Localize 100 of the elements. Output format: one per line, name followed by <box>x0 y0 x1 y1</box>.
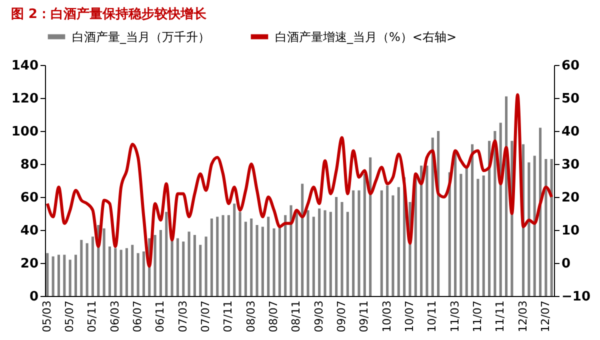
x-tick-label: 05/11 <box>86 300 99 332</box>
line-series <box>46 93 554 268</box>
bar <box>340 202 344 296</box>
bar <box>46 253 49 296</box>
x-tick-label: 09/11 <box>358 300 371 332</box>
x-tick-label: 09/03 <box>312 300 326 332</box>
bar <box>437 131 440 296</box>
bar <box>120 250 122 296</box>
bar <box>499 122 502 296</box>
bar <box>86 243 88 296</box>
y-tick-label: 60 <box>20 190 38 206</box>
bar <box>154 234 156 296</box>
bar <box>233 204 236 296</box>
bar <box>176 238 179 296</box>
x-tick-label: 10/03 <box>380 300 394 332</box>
bar <box>74 254 78 296</box>
bar <box>199 244 202 296</box>
bar <box>488 140 491 296</box>
bar <box>63 254 66 296</box>
y-tick-label: 100 <box>11 124 38 140</box>
bar <box>250 218 253 296</box>
bar <box>52 256 54 296</box>
x-tick-label: 11/03 <box>448 300 462 332</box>
bar <box>136 253 140 296</box>
bar <box>170 240 174 296</box>
y-tick-label: 80 <box>20 158 38 172</box>
bar <box>278 226 281 296</box>
x-tick-label: 05/07 <box>63 300 76 332</box>
bar <box>256 225 258 296</box>
bar <box>272 228 276 296</box>
bar <box>414 177 417 296</box>
bar <box>57 254 60 296</box>
bar <box>386 185 389 296</box>
y-tick-label: 140 <box>11 58 38 74</box>
x-tick-label: 07/11 <box>222 300 235 332</box>
bar <box>544 159 548 296</box>
bar <box>533 156 536 296</box>
x-tick-label: 07/07 <box>199 300 212 332</box>
bar <box>476 178 480 296</box>
x-tick-label: 12/07 <box>538 300 552 332</box>
legend-label: 白酒产量_当月（万千升） <box>72 30 210 44</box>
bar <box>267 216 270 296</box>
x-tick-label: 08/03 <box>244 300 258 332</box>
y2-tick-label: 20 <box>562 190 580 206</box>
bar <box>210 218 213 296</box>
bar <box>227 215 230 296</box>
x-tick-label: 06/03 <box>108 300 122 332</box>
x-tick-label: 08/07 <box>267 300 280 332</box>
x-tick-label: 12/03 <box>516 300 530 332</box>
y2-tick-label: 60 <box>562 58 580 74</box>
bar <box>80 240 83 296</box>
y2-tick-label: 40 <box>562 124 580 140</box>
x-tick-label: 08/11 <box>290 300 303 332</box>
bar <box>346 212 349 296</box>
bar <box>528 162 530 296</box>
x-tick-label: 06/07 <box>131 300 144 332</box>
bar <box>284 215 287 296</box>
bar <box>290 205 292 296</box>
bar <box>114 248 117 296</box>
bar <box>306 210 310 296</box>
bar <box>363 174 366 296</box>
y2-tick-label: −10 <box>562 290 590 304</box>
bar <box>431 138 434 296</box>
bar <box>471 144 474 296</box>
bar <box>420 166 423 296</box>
bar <box>538 128 542 296</box>
bar <box>550 159 553 296</box>
bar <box>397 187 400 296</box>
bar <box>380 190 383 296</box>
y-tick-label: 40 <box>20 224 38 238</box>
x-tick-label: 05/03 <box>40 300 54 332</box>
bar <box>301 184 304 296</box>
bar <box>329 212 332 296</box>
y2-tick-label: 10 <box>562 224 580 238</box>
y2-tick-label: 30 <box>562 158 580 172</box>
bar <box>182 242 185 296</box>
bar <box>494 131 496 296</box>
y-tick-label: 120 <box>11 92 38 106</box>
bar <box>68 260 72 296</box>
bar <box>261 226 264 296</box>
y-tick-label: 20 <box>20 256 38 272</box>
x-tick-label: 11/11 <box>494 300 507 332</box>
bar <box>193 234 196 296</box>
bar <box>102 228 106 296</box>
x-tick-label: 10/07 <box>402 300 416 332</box>
bar <box>204 236 208 296</box>
bar <box>159 230 162 296</box>
x-tick-label: 06/11 <box>154 300 167 332</box>
bar <box>312 216 315 296</box>
bar <box>188 232 190 296</box>
y2-tick-label: 0 <box>562 256 571 272</box>
bar <box>238 212 242 296</box>
bar <box>460 174 462 296</box>
bar <box>165 212 168 296</box>
x-tick-label: 07/03 <box>176 300 190 332</box>
legend-label: 白酒产量增速_当月（%）<右轴> <box>275 30 457 44</box>
bar <box>91 236 94 296</box>
bar <box>244 222 247 296</box>
bar <box>358 190 360 296</box>
bar <box>125 248 128 296</box>
